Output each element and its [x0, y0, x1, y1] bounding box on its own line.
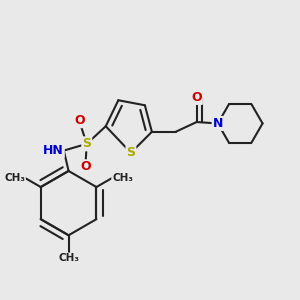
Text: S: S [82, 137, 91, 150]
Text: S: S [126, 146, 135, 159]
Text: CH₃: CH₃ [112, 173, 133, 183]
Text: N: N [213, 117, 223, 130]
Text: O: O [80, 160, 91, 173]
Text: O: O [191, 91, 202, 104]
Text: CH₃: CH₃ [4, 173, 25, 183]
Text: O: O [74, 114, 85, 127]
Text: HN: HN [43, 144, 64, 157]
Text: CH₃: CH₃ [58, 254, 79, 263]
